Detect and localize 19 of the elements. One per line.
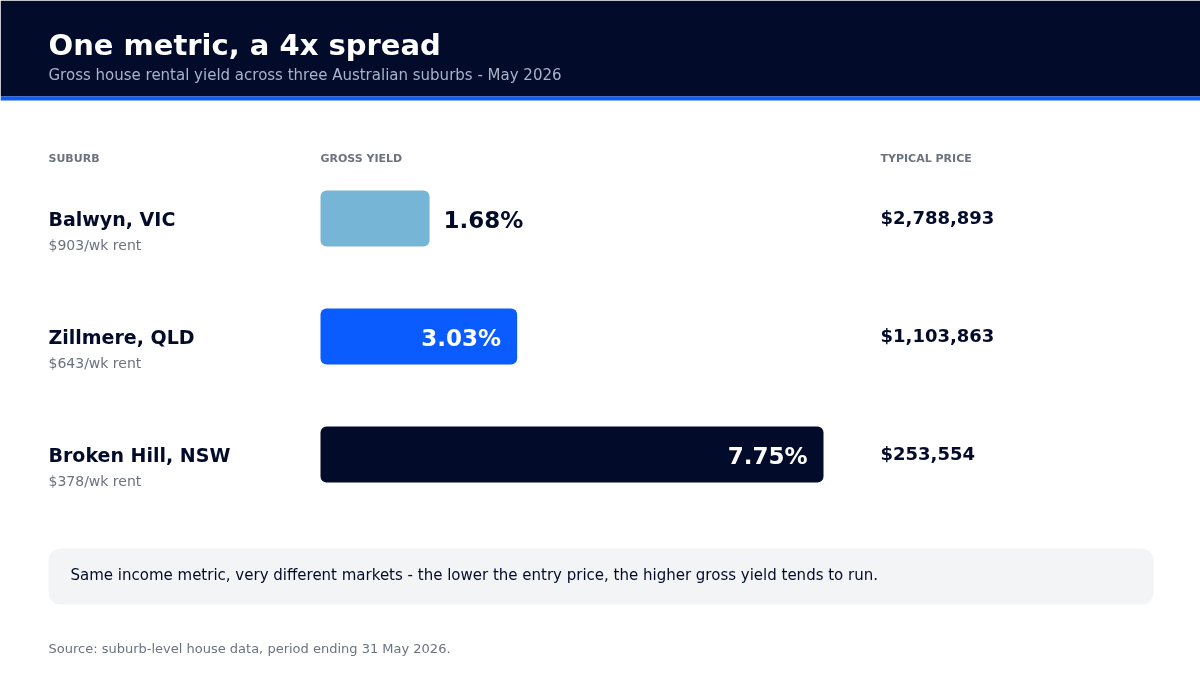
x-axis-title: GROSS YIELD [320, 152, 403, 165]
y-axis-title: SUBURB [48, 152, 100, 165]
text: $1,103,863 [880, 325, 995, 346]
chart-subtitle: Gross house rental yield across three Australian suburbs - May 2026 [48, 65, 562, 84]
source-note: Source: suburb-level house data, period ending 31 May 2026. [48, 641, 451, 656]
text: TYPICAL PRICE [880, 152, 972, 165]
text: $903/wk rent [48, 236, 142, 253]
chart-title: One metric, a 4x spread [48, 27, 441, 62]
y-tick-label: Broken Hill, NSW [48, 443, 231, 466]
text: $2,788,893 [880, 207, 995, 228]
text: Same income metric, very different markets - the lower the entry price, the higher gross yield tends to run. [70, 565, 879, 584]
data-label: 3.03% [421, 324, 502, 351]
text: $643/wk rent [48, 354, 142, 371]
text: $378/wk rent [48, 472, 142, 489]
y-tick-label: Zillmere, QLD [48, 325, 195, 348]
text: $253,554 [880, 443, 976, 464]
y-tick-label: Balwyn, VIC [48, 207, 176, 230]
data-label: 1.68% [443, 206, 524, 233]
data-label: 7.75% [727, 442, 808, 469]
